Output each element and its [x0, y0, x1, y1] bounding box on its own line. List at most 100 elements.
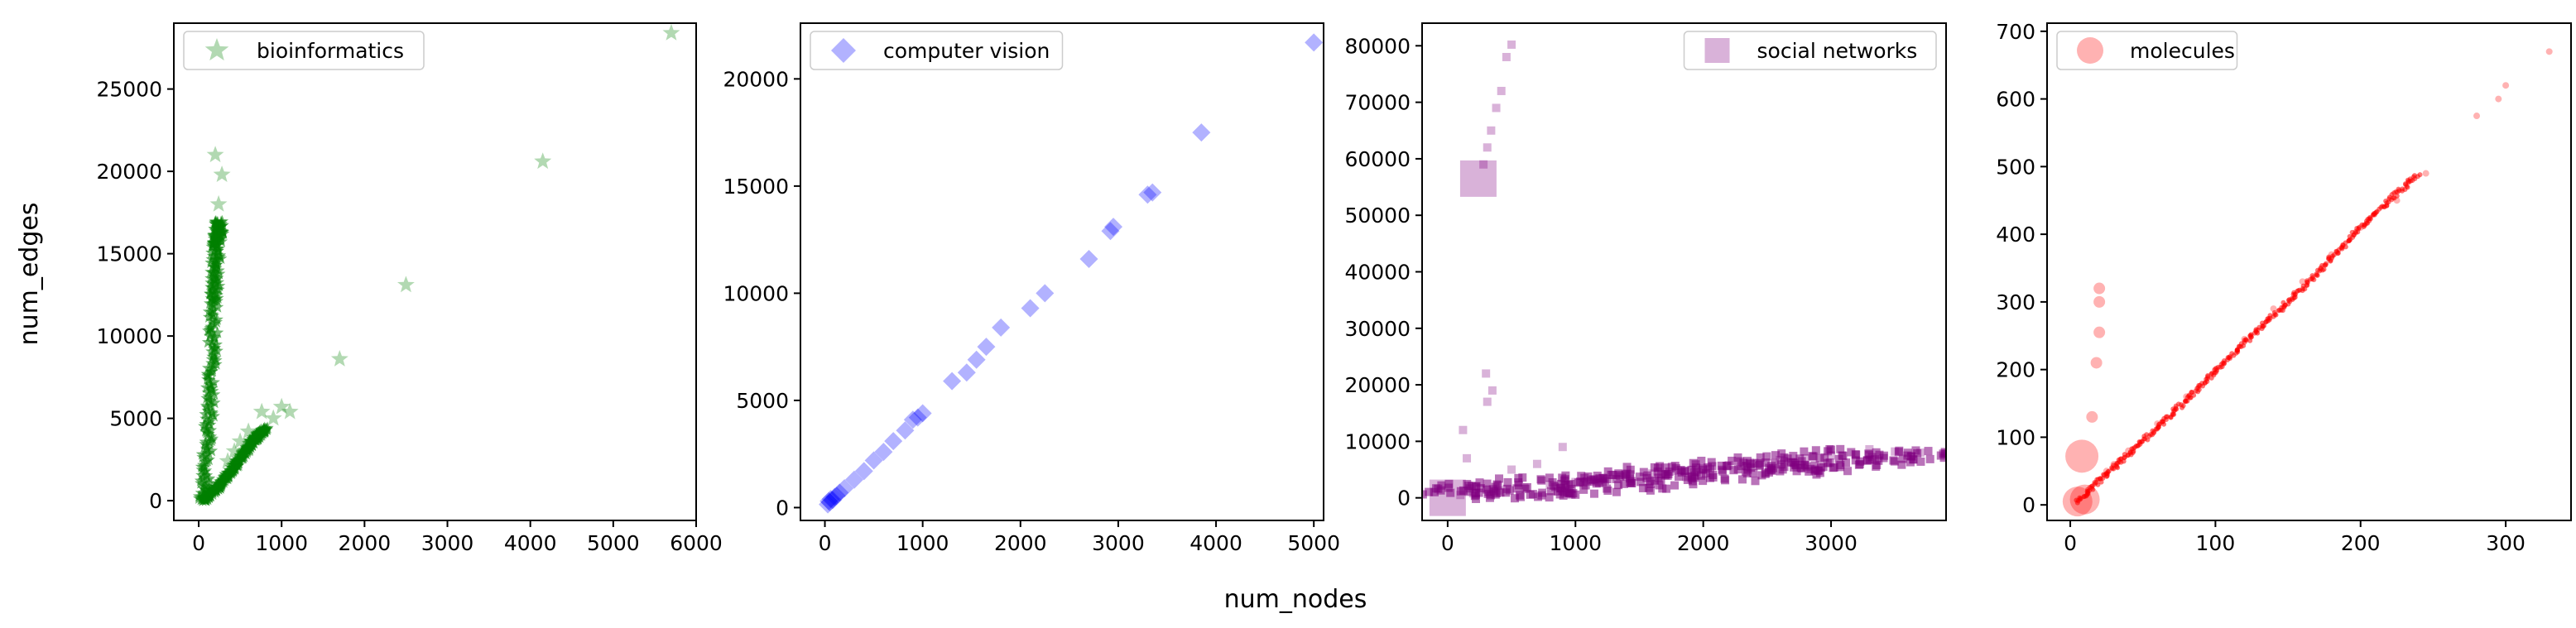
data-point: [1855, 459, 1864, 468]
data-point: [2090, 357, 2103, 369]
y-tick-label: 40000: [1344, 261, 1411, 285]
data-point: [2093, 295, 2106, 308]
data-point: [197, 472, 215, 489]
data-point: [1689, 458, 1698, 467]
legend-box: [1683, 31, 1937, 70]
data-point: [1889, 456, 1898, 465]
data-point: [1603, 484, 1612, 493]
panel-2: 0 1000 2000 3000 4000 5000 0 5000 10000 15000 2000…: [723, 22, 1340, 555]
data-point: [205, 246, 219, 258]
data-point: [1518, 473, 1527, 482]
data-point: [2309, 273, 2315, 279]
x-tick-label: 3000: [1805, 531, 1858, 555]
data-point: [844, 470, 863, 489]
data-point: [202, 477, 215, 489]
plot-frame: [2046, 22, 2572, 521]
legend-marker: [831, 38, 856, 63]
data-point: [1104, 218, 1123, 237]
data-point: [1502, 52, 1511, 61]
data-point: [204, 399, 218, 411]
data-point: [208, 395, 221, 409]
y-tick-label: 10000: [1344, 429, 1411, 453]
legend-marker: [204, 38, 229, 61]
data-point: [1545, 493, 1554, 502]
data-point: [199, 482, 218, 499]
data-point: [1622, 472, 1632, 481]
data-point: [1811, 446, 1820, 455]
x-tick-label: 200: [2341, 531, 2381, 555]
data-point: [1305, 33, 1324, 52]
data-point: [206, 303, 219, 315]
data-point: [215, 214, 229, 228]
data-point: [1584, 472, 1593, 482]
data-point: [534, 152, 552, 170]
y-tick-label: 400: [1996, 223, 2035, 247]
data-point: [2103, 467, 2110, 475]
data-point: [1507, 465, 1516, 474]
x-tick-label: 4000: [1189, 531, 1242, 555]
y-tick-label: 25000: [96, 78, 162, 102]
data-point: [1079, 249, 1098, 268]
data-point: [823, 491, 842, 510]
legend-box: [810, 31, 1064, 70]
data-point: [1422, 490, 1427, 499]
y-tick-label: 600: [1996, 88, 2035, 112]
data-point: [1670, 481, 1680, 490]
y-tick-label: 15000: [96, 242, 162, 266]
data-point: [1577, 472, 1586, 481]
data-point: [2154, 420, 2161, 428]
data-point: [1699, 464, 1708, 473]
data-point: [209, 215, 222, 228]
data-point: [827, 487, 846, 506]
data-point: [1516, 492, 1526, 501]
y-tick-label: 300: [1996, 290, 2035, 314]
data-point: [1528, 490, 1537, 499]
data-point: [1101, 222, 1120, 241]
y-tick-label: 10000: [723, 281, 789, 305]
data-point: [1459, 425, 1468, 434]
data-point: [1872, 448, 1881, 457]
data-point: [1465, 484, 1474, 493]
y-tick-label: 0: [149, 489, 162, 513]
data-point: [2299, 278, 2306, 285]
data-point: [211, 300, 224, 313]
data-point: [1656, 462, 1665, 471]
data-point: [1597, 475, 1606, 484]
data-point: [1925, 454, 1934, 463]
data-point: [1622, 469, 1632, 478]
data-point: [2393, 197, 2401, 204]
data-point: [1571, 477, 1580, 487]
data-point: [1891, 447, 1900, 456]
data-point: [896, 421, 915, 440]
x-tick-label: 4000: [504, 531, 557, 555]
data-point: [835, 479, 854, 498]
data-point: [1558, 473, 1567, 482]
data-point: [1903, 448, 1912, 458]
data-point: [204, 444, 219, 457]
x-tick-label: 3000: [421, 531, 474, 555]
data-point: [2280, 300, 2286, 305]
legend-label: bioinformatics: [257, 39, 404, 63]
data-point: [1459, 160, 1497, 197]
x-tick-label: 0: [819, 531, 832, 555]
legend-label: molecules: [2130, 39, 2235, 63]
data-point: [1939, 449, 1946, 458]
data-point: [1746, 459, 1755, 468]
y-tick-label: 700: [1996, 20, 2035, 44]
data-point: [1520, 483, 1529, 492]
data-point: [1801, 453, 1810, 463]
x-tick-label: 5000: [1287, 531, 1340, 555]
data-point: [913, 404, 932, 423]
y-tick-label: 30000: [1344, 317, 1411, 341]
data-point: [1755, 461, 1764, 470]
data-point: [1483, 479, 1492, 488]
x-tick-label: 1000: [896, 531, 949, 555]
x-tick-label: 2000: [1677, 531, 1730, 555]
data-point: [204, 424, 218, 436]
data-point: [1497, 86, 1506, 95]
data-point: [1838, 451, 1848, 460]
y-tick-label: 5000: [736, 389, 789, 413]
data-point: [977, 338, 996, 357]
data-point: [199, 399, 214, 411]
data-point: [1192, 123, 1211, 142]
